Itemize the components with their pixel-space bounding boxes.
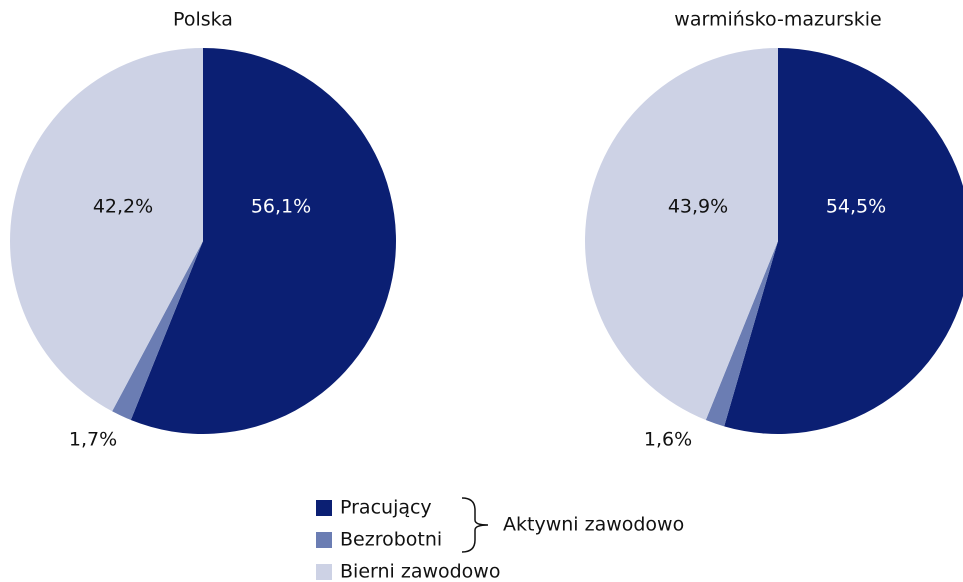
legend-swatch	[316, 532, 332, 548]
value-label: 1,7%	[69, 429, 117, 451]
legend-bracket	[461, 497, 489, 553]
value-label: 56,1%	[251, 196, 311, 218]
legend-swatch	[316, 500, 332, 516]
annotation: Aktywni zawodowo	[503, 514, 684, 536]
pie-slice	[10, 48, 204, 412]
chart-title: warmińsko-mazurskie	[674, 9, 881, 31]
value-label: 42,2%	[93, 196, 153, 218]
pie-slice	[584, 48, 778, 420]
pie-slice	[705, 241, 778, 427]
value-label: 43,9%	[668, 196, 728, 218]
pie-slice	[130, 48, 396, 434]
legend-label: Bierni zawodowo	[340, 561, 500, 582]
value-label: 1,6%	[644, 429, 692, 451]
value-label: 54,5%	[826, 196, 886, 218]
pie-slice	[724, 48, 963, 434]
legend-swatch	[316, 564, 332, 580]
chart-title: Polska	[173, 9, 233, 31]
legend-label: Bezrobotni	[340, 529, 442, 551]
pie-slice	[112, 241, 203, 420]
legend-label: Pracujący	[340, 497, 432, 519]
